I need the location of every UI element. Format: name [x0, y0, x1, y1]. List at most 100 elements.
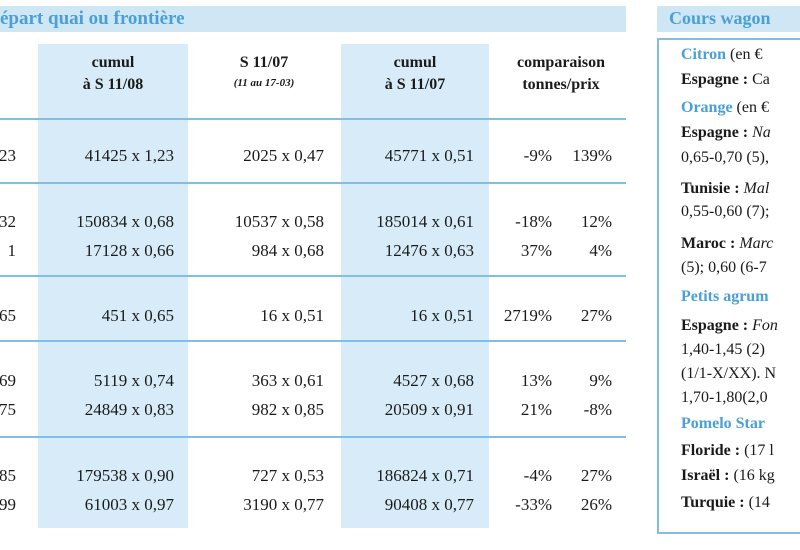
panel-line-country: Tunisie : [681, 180, 744, 197]
table-header-bar [0, 6, 626, 32]
table-cell: 24849 x 0,83 [84, 400, 174, 419]
table-cell: 9% [589, 371, 612, 390]
table-cell: 21% [520, 400, 552, 419]
table-cell: 727 x 0,53 [251, 466, 324, 485]
table-cell: 451 x 0,65 [101, 306, 174, 325]
table-cell: 16 x 0,51 [410, 306, 474, 325]
panel-line-text: (14 [748, 494, 770, 511]
panel-line-text: 1,70-1,80(2,0 [681, 389, 768, 406]
panel-line: 0,65-0,70 (5), [681, 148, 769, 168]
panel-line-variety: Mal [743, 180, 770, 197]
table-cell: 16 x 0,51 [260, 306, 324, 325]
table-cell: -18% [515, 212, 552, 231]
table-cell: 23 [0, 146, 16, 165]
panel-line: Petits agrum [681, 287, 769, 307]
table-cell: 984 x 0,68 [251, 241, 324, 260]
table-cell: 10537 x 0,58 [234, 212, 324, 231]
table-cell: 12476 x 0,63 [384, 241, 474, 260]
panel-line: 1,40-1,45 (2) [681, 340, 765, 360]
panel-line-variety: Fon [752, 317, 778, 334]
panel-line-country: Turquie : [681, 494, 749, 511]
panel-line: Turquie : (14 [681, 493, 770, 513]
table-title: épart quai ou frontière [0, 8, 185, 29]
panel-line-text: (en € [732, 99, 769, 116]
table-cell: 13% [520, 371, 552, 390]
table-cell: 982 x 0,85 [251, 400, 324, 419]
panel-line-text: Ca [752, 71, 770, 88]
table-cell: 45771 x 0,51 [384, 146, 474, 165]
panel-line-text: (5); 0,60 (6-7 [681, 259, 767, 276]
row-separator [0, 118, 626, 120]
wagon-prices-panel: Cours wagon Citron (en € Espagne : Ca Oran… [657, 0, 800, 550]
table-cell: 37% [520, 241, 552, 260]
panel-header-bar [657, 6, 800, 32]
panel-line-country: Maroc : [681, 235, 740, 252]
panel-line-country: Espagne : [681, 317, 753, 334]
table-cell: 41425 x 1,23 [84, 146, 174, 165]
panel-line-text: (en € [726, 46, 763, 63]
row-separator [0, 275, 626, 277]
table-cell: 99 [0, 495, 16, 514]
table-cell: 4% [589, 241, 612, 260]
table-cell: 5119 x 0,74 [93, 371, 174, 390]
shade-cumul-2008 [38, 44, 188, 528]
table-cell: 65 [0, 306, 16, 325]
table-cell: 69 [0, 371, 16, 390]
panel-line-text: 0,65-0,70 (5), [681, 149, 769, 166]
col-header-3: cumul à S 11/07 [384, 54, 446, 93]
table-cell: 85 [0, 466, 16, 485]
table-cell: 1 [7, 241, 17, 260]
table-cell: 61003 x 0,97 [84, 495, 174, 514]
panel-line-heading: Orange [681, 99, 733, 116]
panel-line: Floride : (17 l [681, 441, 774, 461]
table-cell: 27% [580, 466, 612, 485]
panel-line: Espagne : Fon [681, 316, 778, 336]
table-cell: 26% [580, 495, 612, 514]
price-table: épart quai ou frontière 2) cumul à S 11/… [0, 6, 626, 528]
panel-line: Citron (en € [681, 45, 762, 65]
panel-line: (5); 0,60 (6-7 [681, 258, 767, 278]
table-cell: 139% [572, 146, 612, 165]
panel-line-variety: Na [752, 124, 771, 141]
panel-line: (1/1-X/XX). N [681, 364, 776, 384]
panel-line-text: (16 kg [733, 467, 775, 484]
col-header-1: cumul à S 11/08 [82, 54, 144, 93]
table-cell: 2025 x 0,47 [243, 146, 324, 165]
panel-line: Espagne : Na [681, 123, 771, 143]
table-cell: 150834 x 0,68 [76, 212, 174, 231]
panel-line-heading: Petits agrum [681, 288, 769, 305]
col-header-4: comparaison tonnes/prix [517, 54, 605, 93]
table-cell: 12% [580, 212, 612, 231]
panel-line: Israël : (16 kg [681, 466, 775, 486]
table-cell: 20509 x 0,91 [384, 400, 474, 419]
table-cell: -33% [515, 495, 552, 514]
table-cell: -8% [583, 400, 612, 419]
table-cell: 4527 x 0,68 [393, 371, 474, 390]
col-header-2: S 11/07 (11 au 17-03) [233, 54, 295, 89]
table-cell: 3190 x 0,77 [243, 495, 324, 514]
panel-line-country: Espagne : [681, 71, 753, 88]
panel-line: Espagne : Ca [681, 70, 770, 90]
table-cell: 17128 x 0,66 [84, 241, 174, 260]
panel-line: 1,70-1,80(2,0 [681, 388, 768, 408]
panel-line-heading: Pomelo Star [681, 415, 765, 432]
panel-title: Cours wagon [669, 8, 771, 28]
panel-box [657, 38, 800, 534]
panel-line-country: Floride : [681, 442, 745, 459]
panel-line-variety: Marc [739, 235, 774, 252]
panel-line-country: Israël : [681, 467, 734, 484]
table-cell: 179538 x 0,90 [76, 466, 174, 485]
table-cell: 363 x 0,61 [251, 371, 324, 390]
table-cell: -9% [523, 146, 552, 165]
panel-line-text: 1,40-1,45 (2) [681, 341, 765, 358]
panel-line: 0,55-0,60 (7); [681, 202, 769, 222]
panel-line-country: Espagne : [681, 124, 753, 141]
table-cell: 90408 x 0,77 [384, 495, 474, 514]
panel-line: Tunisie : Mal [681, 179, 769, 199]
panel-line-heading: Citron [681, 46, 727, 63]
table-cell: 2719% [503, 306, 552, 325]
panel-line-text: (17 l [744, 442, 774, 459]
panel-line-text: 0,55-0,60 (7); [681, 203, 770, 220]
panel-line: Orange (en € [681, 98, 769, 118]
row-separator [0, 436, 626, 438]
